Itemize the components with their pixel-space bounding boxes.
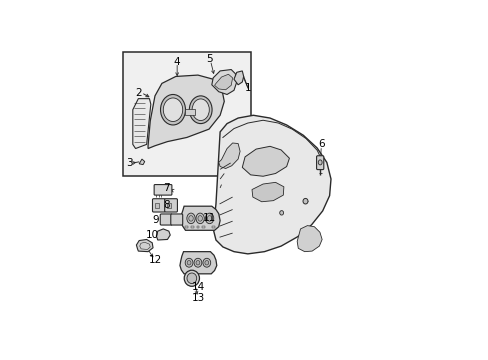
- Ellipse shape: [196, 213, 204, 224]
- Bar: [123, 51, 250, 176]
- Polygon shape: [136, 239, 153, 252]
- Text: 13: 13: [191, 293, 204, 303]
- Ellipse shape: [203, 258, 210, 267]
- Ellipse shape: [189, 96, 212, 123]
- Text: 7: 7: [163, 183, 170, 193]
- Polygon shape: [181, 206, 220, 230]
- FancyBboxPatch shape: [152, 199, 165, 212]
- Polygon shape: [139, 159, 144, 165]
- Ellipse shape: [186, 273, 196, 284]
- Polygon shape: [297, 226, 322, 252]
- Ellipse shape: [187, 261, 191, 265]
- Polygon shape: [218, 143, 240, 168]
- Ellipse shape: [192, 99, 209, 121]
- Ellipse shape: [185, 258, 193, 267]
- Polygon shape: [214, 74, 232, 90]
- Text: 3: 3: [125, 158, 132, 168]
- FancyBboxPatch shape: [164, 199, 177, 212]
- Polygon shape: [133, 99, 150, 149]
- Bar: [202, 226, 204, 228]
- Ellipse shape: [160, 94, 185, 125]
- Text: 4: 4: [174, 57, 180, 67]
- Text: 2: 2: [135, 87, 142, 98]
- Text: 9: 9: [152, 215, 159, 225]
- Polygon shape: [211, 69, 236, 94]
- Bar: [191, 226, 193, 228]
- Ellipse shape: [205, 213, 213, 224]
- Ellipse shape: [318, 160, 322, 165]
- Text: 8: 8: [163, 199, 170, 210]
- Bar: [211, 226, 214, 228]
- Ellipse shape: [163, 98, 183, 122]
- Bar: [154, 203, 159, 208]
- Polygon shape: [233, 71, 243, 85]
- Ellipse shape: [303, 198, 307, 204]
- Ellipse shape: [184, 270, 199, 286]
- FancyBboxPatch shape: [170, 214, 183, 225]
- Ellipse shape: [279, 211, 283, 215]
- FancyBboxPatch shape: [160, 214, 172, 225]
- Polygon shape: [180, 252, 216, 274]
- Bar: [185, 226, 188, 228]
- Text: 1: 1: [244, 82, 251, 93]
- Text: 12: 12: [149, 255, 162, 265]
- Polygon shape: [148, 75, 224, 149]
- Ellipse shape: [186, 213, 195, 224]
- Ellipse shape: [198, 216, 202, 221]
- Polygon shape: [156, 229, 170, 240]
- Ellipse shape: [188, 216, 193, 221]
- Text: 11: 11: [203, 213, 216, 224]
- Bar: [166, 203, 171, 208]
- FancyBboxPatch shape: [316, 156, 323, 170]
- Text: 5: 5: [206, 54, 212, 64]
- Ellipse shape: [207, 216, 211, 221]
- Bar: [196, 226, 199, 228]
- Ellipse shape: [194, 258, 202, 267]
- Bar: [184, 109, 195, 115]
- Polygon shape: [242, 146, 289, 176]
- FancyBboxPatch shape: [154, 185, 172, 195]
- Ellipse shape: [204, 261, 208, 265]
- Ellipse shape: [196, 261, 200, 265]
- Polygon shape: [213, 115, 330, 254]
- Text: 6: 6: [317, 139, 324, 149]
- Polygon shape: [251, 183, 284, 202]
- Text: 14: 14: [191, 282, 204, 292]
- Text: 10: 10: [145, 230, 159, 240]
